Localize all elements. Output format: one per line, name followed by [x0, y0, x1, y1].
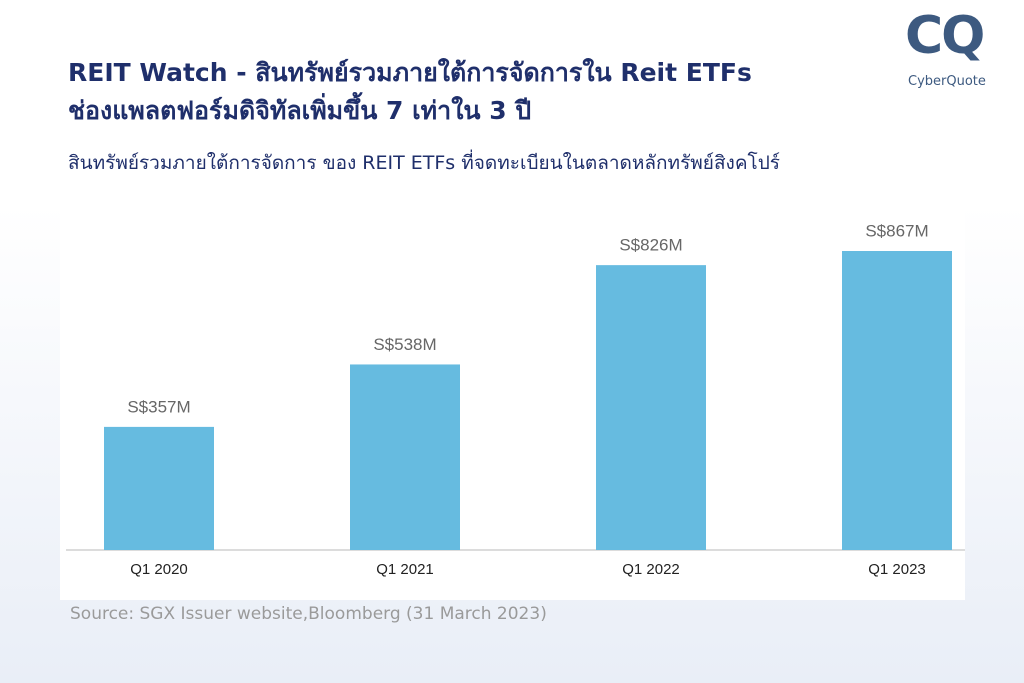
value-label: S$357M — [127, 397, 190, 416]
title-line: REIT Watch - สินทรัพย์รวมภายใต้การจัดการ… — [68, 58, 752, 87]
bar — [842, 251, 952, 550]
chart-title: REIT Watch - สินทรัพย์รวมภายใต้การจัดการ… — [68, 54, 752, 130]
title-line: ช่องแพลตฟอร์มดิจิทัลเพิ่มขึ้น 7 เท่าใน 3… — [68, 96, 532, 125]
value-label: S$826M — [619, 236, 682, 255]
x-tick-label: Q1 2020 — [130, 561, 188, 578]
logo-mark: CQ — [905, 6, 985, 66]
value-label: S$538M — [373, 335, 436, 354]
value-label: S$867M — [865, 221, 928, 240]
x-tick-label: Q1 2021 — [376, 561, 434, 578]
bar — [596, 265, 706, 550]
bar — [104, 426, 214, 550]
logo-name: CyberQuote — [908, 74, 986, 89]
x-tick-label: Q1 2022 — [622, 561, 680, 578]
bar — [350, 364, 460, 550]
source-note: Source: SGX Issuer website,Bloomberg (31… — [70, 604, 547, 624]
x-tick-label: Q1 2023 — [868, 561, 926, 578]
chart-subtitle: สินทรัพย์รวมภายใต้การจัดการ ของ REIT ETF… — [68, 152, 780, 174]
